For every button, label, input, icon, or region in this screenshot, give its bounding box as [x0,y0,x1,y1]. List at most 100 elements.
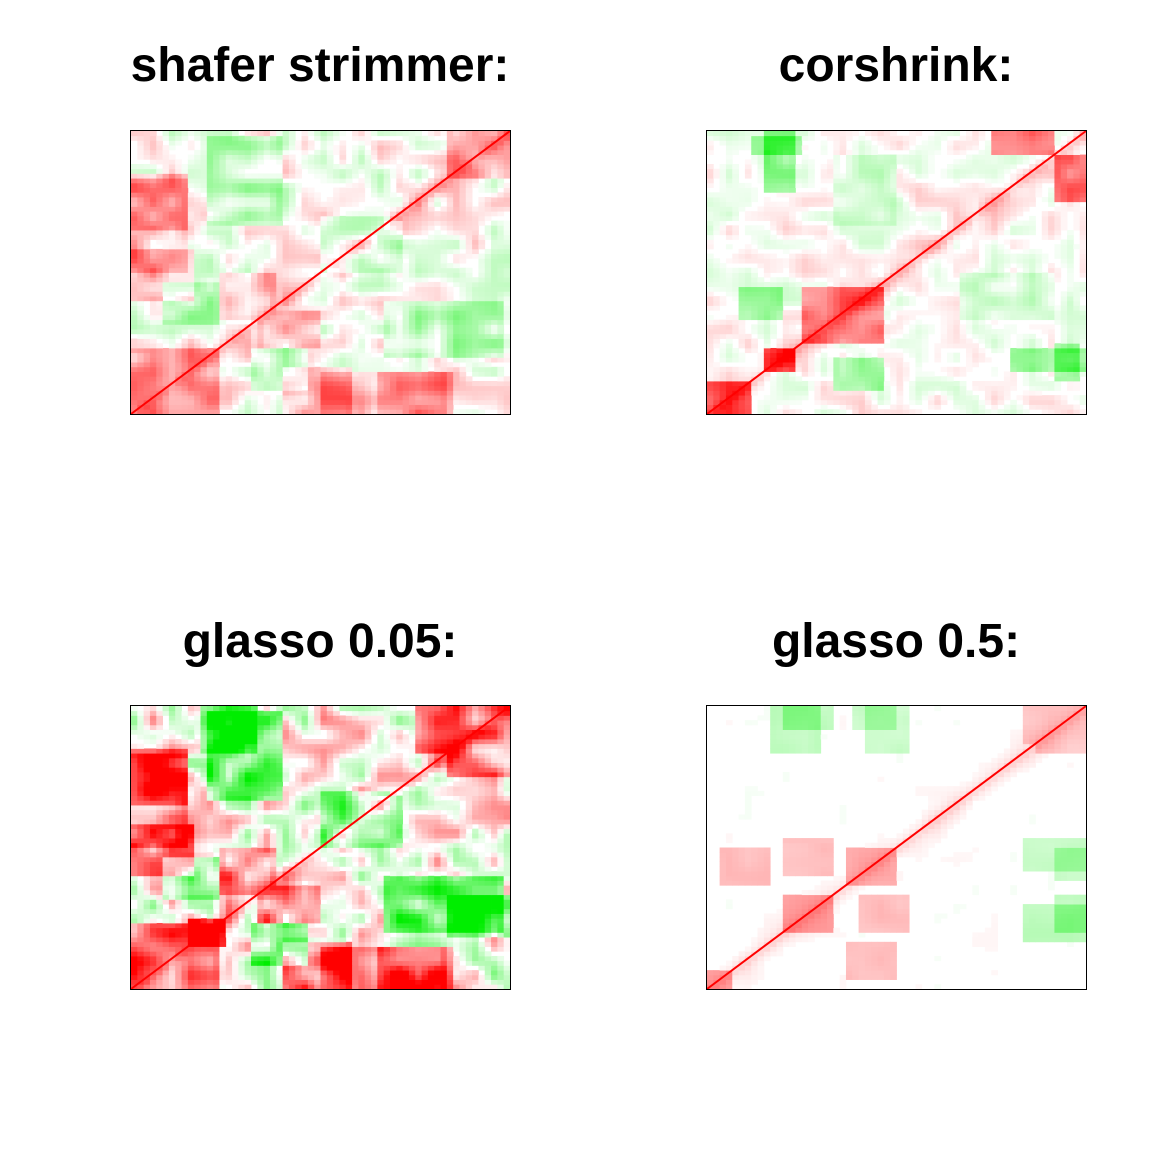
heatmap-cell [326,197,334,203]
heatmap-cell [459,145,467,151]
heatmap-cell [156,319,163,325]
heatmap-cell [446,267,454,273]
heatmap-cell [175,272,182,278]
heatmap-cell [763,286,771,292]
heatmap-cell [503,187,511,193]
heatmap-cell [858,319,866,325]
heatmap-cell [251,300,258,306]
heatmap-cell [751,385,758,391]
heatmap-cell [225,314,233,321]
heatmap-cell [320,220,328,226]
heatmap-cell [808,286,815,292]
heatmap-cell [1054,399,1062,405]
heatmap-cell [251,253,258,259]
heatmap-cell [801,343,809,349]
heatmap-cell [833,319,841,325]
heatmap-cell [364,366,372,372]
heatmap-cell [503,244,511,250]
heatmap-cell [206,395,214,401]
heatmap-cell [453,272,460,278]
heatmap-cell [131,404,138,410]
heatmap-cell [947,395,954,401]
heatmap-cell [352,248,359,255]
heatmap-cell [877,395,885,401]
heatmap-cell [244,149,252,155]
heatmap-cell [415,178,422,184]
heatmap-cell [1079,314,1087,321]
heatmap-cell [168,131,176,137]
heatmap-cell [269,135,277,141]
heatmap-cell [782,239,790,245]
heatmap-cell [364,272,372,278]
heatmap-cell [206,357,214,363]
heatmap-cell [213,182,220,188]
heatmap-cell [1029,395,1036,401]
heatmap-cell [997,409,1005,415]
heatmap-cell [238,277,246,283]
heatmap-cell [707,380,714,387]
heatmap-cell [175,357,182,363]
heatmap-cell [827,310,834,316]
heatmap-cell [219,263,227,269]
heatmap-cell [845,347,853,354]
heatmap-cell [491,225,498,231]
heatmap-cell [877,239,885,245]
heatmap-cell [156,352,163,358]
heatmap-cell [763,347,771,354]
heatmap-cell [156,220,163,226]
heatmap-cell [339,258,347,264]
heatmap-cell [434,310,441,316]
heatmap-cell [909,272,916,278]
heatmap-cell [295,248,302,255]
heatmap-cell [232,258,239,264]
heatmap-cell [314,135,321,141]
heatmap-cell [333,310,340,316]
heatmap-cell [225,324,233,330]
heatmap-cell [326,362,334,368]
heatmap-cell [168,333,176,339]
heatmap-cell [333,352,340,358]
heatmap-cell [194,385,201,391]
heatmap-cell [206,267,214,273]
heatmap-cell [808,343,815,349]
heatmap-cell [484,390,492,396]
heatmap-cell [440,225,448,231]
heatmap-cell [446,329,454,335]
heatmap-cell [808,253,815,259]
heatmap-cell [478,239,486,245]
heatmap-cell [131,239,138,245]
heatmap-cell [896,314,904,321]
heatmap-cell [219,178,227,184]
heatmap-cell [301,314,309,321]
heatmap-cell [339,187,347,193]
heatmap-cell [225,347,233,354]
heatmap-cell [377,145,385,151]
heatmap-cell [383,329,391,335]
heatmap-cell [497,248,505,255]
heatmap-cell [1029,267,1036,273]
heatmap-cell [276,248,283,255]
heatmap-cell [440,253,448,259]
heatmap-cell [776,380,784,387]
heatmap-cell [839,357,847,363]
heatmap-cell [465,272,473,278]
heatmap-cell [845,263,853,269]
heatmap-cell [194,164,201,170]
heatmap-cell [947,281,954,288]
heatmap-cell [434,211,441,217]
heatmap-cell [795,362,803,368]
heatmap-cell [219,366,227,372]
heatmap-cell [497,300,505,306]
heatmap-cell [371,168,378,174]
heatmap-cell [232,215,239,222]
heatmap-cell [707,395,714,401]
heatmap-cell [997,380,1005,387]
heatmap-cell [194,352,201,358]
heatmap-cell [915,258,923,264]
heatmap-cell [131,131,138,137]
heatmap-cell [434,390,441,396]
heatmap-cell [883,362,891,368]
heatmap-cell [795,352,803,358]
heatmap-cell [896,291,904,297]
heatmap-cell [307,324,315,330]
